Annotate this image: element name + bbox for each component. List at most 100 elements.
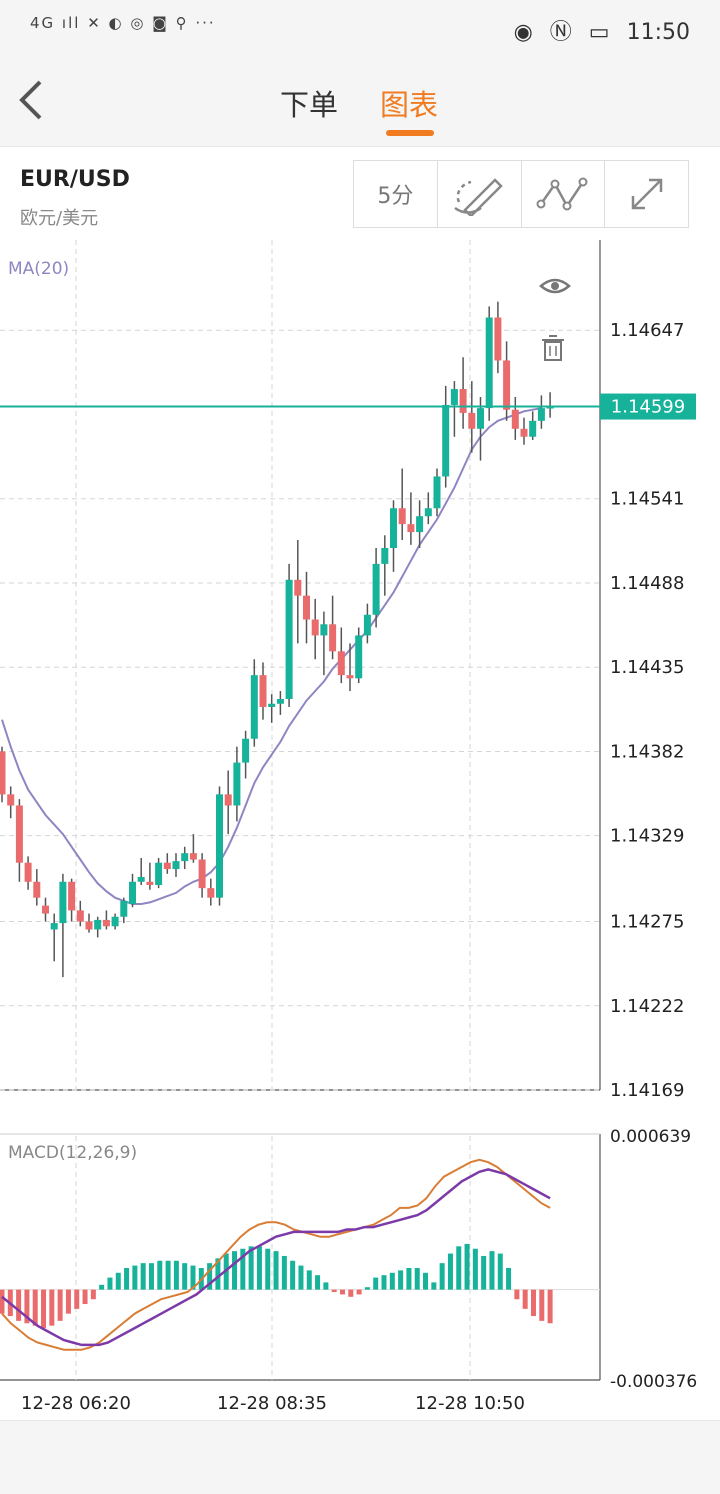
- macd-bar: [506, 1267, 512, 1290]
- candle-body: [24, 862, 32, 882]
- nav-bar: 下单 图表: [0, 56, 720, 147]
- macd-bar: [398, 1270, 404, 1290]
- candle-body: [137, 877, 145, 882]
- candle-body: [42, 905, 49, 914]
- macd-bar: [16, 1289, 22, 1321]
- candle-body: [172, 861, 180, 870]
- tab-chart[interactable]: 图表: [380, 88, 439, 122]
- candle-body: [537, 408, 545, 421]
- macd-bar: [364, 1287, 370, 1290]
- macd-bar: [107, 1277, 113, 1290]
- candle-body: [259, 675, 267, 707]
- y-tick-label: 1.14382: [610, 741, 684, 762]
- macd-bar: [99, 1284, 105, 1290]
- candle-body: [520, 428, 528, 437]
- candle-body: [346, 675, 354, 679]
- candle-body: [485, 317, 493, 409]
- candle-body: [285, 579, 293, 699]
- trash-icon[interactable]: [542, 335, 564, 361]
- current-price-marker: 1.14599: [0, 393, 696, 420]
- macd-bar: [115, 1272, 121, 1290]
- macd-bar: [406, 1267, 412, 1290]
- candle-body: [216, 794, 223, 898]
- candle-body: [163, 862, 171, 870]
- macd-min-label: -0.000376: [610, 1372, 697, 1392]
- candle-body: [468, 412, 476, 429]
- candle-body: [355, 635, 363, 679]
- candle-body: [529, 420, 537, 437]
- candle-body: [129, 881, 136, 905]
- candle-body: [407, 524, 415, 533]
- macd-bar: [456, 1246, 462, 1290]
- instrument-symbol: EUR/USD: [20, 167, 130, 192]
- candle-body: [76, 910, 84, 922]
- macd-bar: [530, 1289, 536, 1317]
- macd-bar: [248, 1246, 254, 1290]
- candle-body: [7, 794, 15, 806]
- candle-body: [276, 698, 284, 704]
- macd-bar: [273, 1251, 279, 1290]
- candle-body: [242, 738, 250, 763]
- back-icon[interactable]: [16, 78, 56, 122]
- fullscreen-button[interactable]: [605, 161, 688, 227]
- macd-bar: [165, 1260, 171, 1290]
- candle-body: [85, 921, 93, 930]
- candle-body: [546, 406, 554, 409]
- candle-body: [207, 888, 215, 898]
- macd-bar: [522, 1289, 528, 1309]
- macd-bar: [323, 1282, 329, 1290]
- y-tick-label: 1.14169: [610, 1080, 684, 1101]
- tab-order[interactable]: 下单: [280, 88, 339, 122]
- candle-body: [329, 624, 337, 652]
- candle-body: [450, 389, 458, 405]
- macd-bar: [281, 1255, 287, 1290]
- candle-body: [494, 317, 502, 361]
- candle-body: [68, 881, 76, 911]
- draw-tool-button[interactable]: [438, 161, 522, 227]
- instrument-name: 欧元/美元: [20, 208, 99, 229]
- line-tool-button[interactable]: [522, 161, 606, 227]
- candle-body: [459, 389, 467, 413]
- y-tick-label: 1.14222: [610, 996, 684, 1017]
- macd-bar: [389, 1272, 395, 1290]
- macd-bar: [514, 1289, 520, 1300]
- macd-bar: [381, 1275, 387, 1290]
- chart-area[interactable]: MA(20) MACD(12,26,9) 0.000639 -0.000376 …: [0, 240, 720, 1420]
- candle-body: [181, 853, 189, 862]
- candle-body: [250, 675, 258, 739]
- candle-body: [94, 919, 102, 930]
- macd-bar: [431, 1282, 437, 1290]
- macd-layer: [0, 1158, 553, 1351]
- candle-body: [111, 916, 119, 927]
- macd-bar: [32, 1289, 38, 1326]
- macd-bar: [331, 1289, 337, 1293]
- candle-body: [511, 409, 519, 429]
- candle-body: [155, 862, 163, 885]
- fullscreen-icon: [631, 178, 662, 210]
- clock: 11:50: [626, 20, 690, 45]
- candle-body: [268, 703, 276, 707]
- macd-bar: [232, 1251, 238, 1290]
- candle-body: [381, 547, 389, 564]
- candle-body: [294, 579, 302, 596]
- y-tick-label: 1.14275: [610, 912, 684, 933]
- macd-bar: [82, 1289, 88, 1305]
- candle-body: [390, 508, 397, 548]
- candle-body: [311, 619, 319, 636]
- line-tool-icon: [536, 177, 588, 211]
- macd-bar: [124, 1267, 130, 1290]
- eye-comfort-icon: ◉: [513, 20, 533, 45]
- eye-icon[interactable]: [539, 278, 571, 294]
- ma-indicator-label: MA(20): [8, 259, 69, 279]
- macd-bar: [140, 1263, 146, 1290]
- grid: [0, 240, 601, 1381]
- macd-bar: [447, 1253, 453, 1290]
- macd-bar: [290, 1260, 296, 1290]
- macd-bar: [41, 1289, 47, 1329]
- interval-button[interactable]: 5分: [354, 161, 438, 227]
- macd-bar: [182, 1263, 188, 1290]
- candle-body: [424, 508, 432, 517]
- status-right: ◉ Ⓝ ▭ 11:50: [504, 14, 690, 46]
- status-icons: 4G ıll ✕ ◐ ◎ ◙ ⚲ ···: [30, 14, 216, 32]
- battery-icon: ▭: [588, 20, 610, 45]
